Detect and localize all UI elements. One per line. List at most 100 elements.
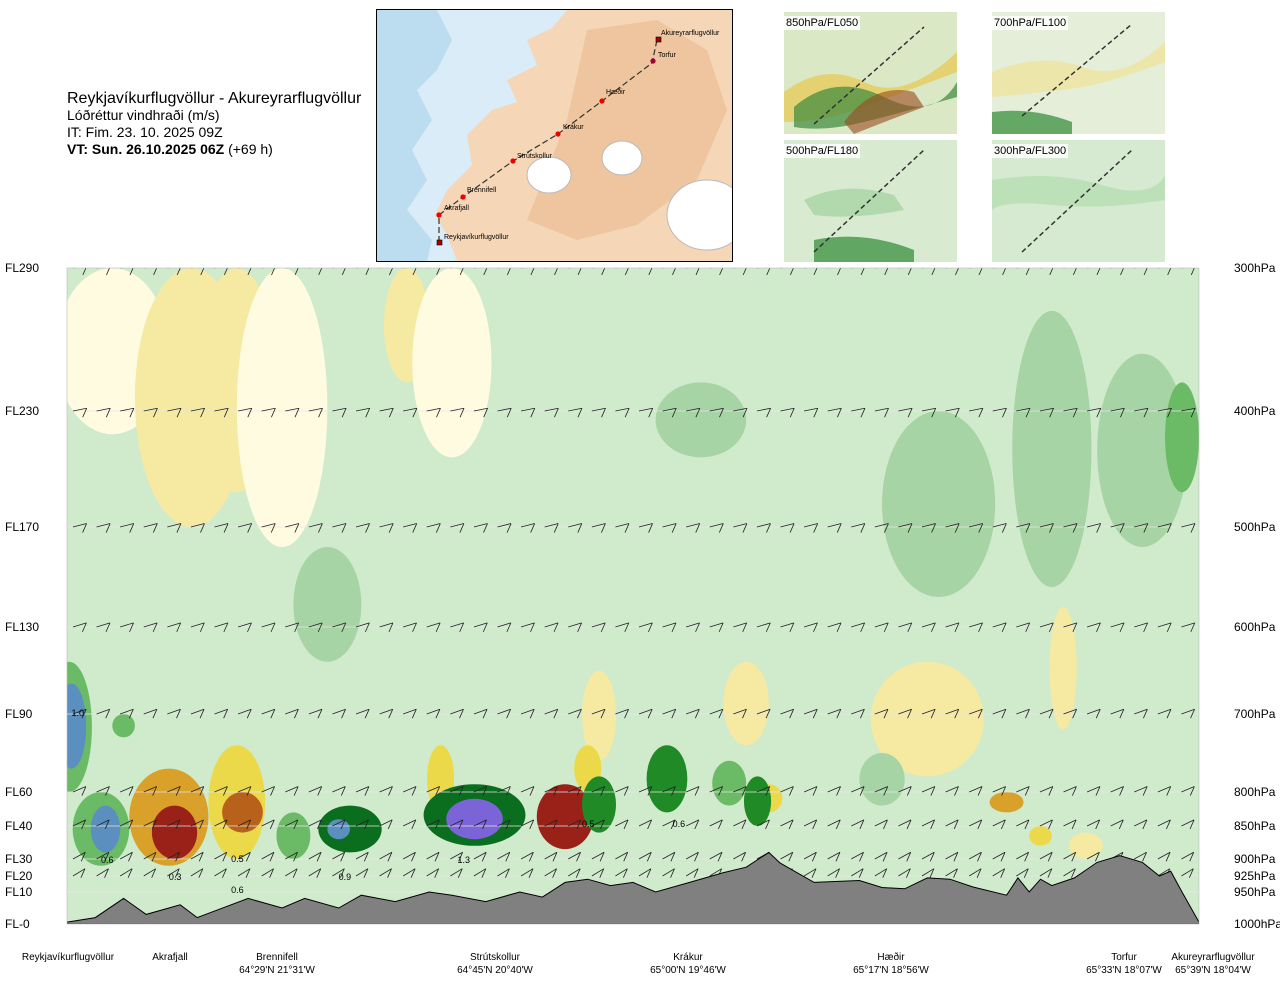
- wind-barb-93: [1134, 407, 1149, 418]
- wind-barb-261: [568, 786, 582, 796]
- wind-barb-355: [520, 851, 534, 862]
- wind-barb-59: [332, 407, 347, 418]
- thumb-300[interactable]: 300hPa/FL300: [992, 140, 1165, 262]
- wind-barb-298: [308, 819, 322, 830]
- wind-barb-39: [992, 268, 1007, 276]
- wind-barb-174: [780, 622, 795, 633]
- map-label-brennifell: Brennifell: [467, 187, 497, 194]
- wind-barb-401: [473, 868, 487, 878]
- thumb-850[interactable]: 850hPa/FL050: [784, 12, 957, 134]
- wind-barb-176: [827, 622, 842, 633]
- wind-barb-130: [874, 523, 889, 533]
- wind-barb-204: [355, 708, 370, 719]
- wind-barb-337: [96, 851, 110, 862]
- wind-barb-363: [709, 851, 723, 862]
- wind-barb-424: [1016, 868, 1029, 878]
- wind-barb-276: [921, 786, 936, 796]
- value-label-1: 0.6: [101, 855, 114, 865]
- x-label-name-7: Akureyrarflugvöllur: [1171, 952, 1255, 963]
- wind-barb-224: [827, 708, 842, 719]
- wind-barb-240: [72, 786, 87, 796]
- wind-barb-97: [96, 523, 111, 533]
- wind-barb-123: [709, 523, 724, 533]
- wind-barb-9: [285, 268, 299, 276]
- wind-barb-172: [733, 622, 748, 633]
- wind-barb-61: [379, 407, 394, 418]
- wind-barb-368: [827, 851, 841, 862]
- wind-barb-331: [1086, 819, 1101, 830]
- wind-barb-217: [662, 708, 677, 719]
- wind-barb-38: [969, 268, 983, 276]
- wind-barb-32: [827, 268, 842, 276]
- wind-barb-169: [662, 622, 677, 633]
- thumb-500[interactable]: 500hPa/FL180: [784, 140, 957, 262]
- wind-barb-45: [1134, 268, 1148, 276]
- wind-barb-69: [568, 407, 583, 418]
- terrain-profile: [67, 851, 1199, 924]
- wind-barb-156: [355, 622, 370, 633]
- wind-barb-256: [450, 786, 464, 796]
- field-blob-18: [112, 714, 135, 738]
- wind-barb-111: [426, 523, 441, 533]
- wind-barb-426: [1063, 868, 1076, 878]
- wind-barb-167: [615, 622, 630, 633]
- wind-barb-269: [756, 786, 771, 796]
- wind-barb-252: [355, 786, 370, 796]
- wind-barb-333: [1134, 819, 1148, 830]
- field-blob-39: [1029, 826, 1052, 846]
- wind-barb-338: [119, 851, 133, 862]
- glacier-1: [526, 156, 572, 194]
- field-blob-6: [882, 411, 996, 597]
- wind-barb-133: [945, 523, 960, 533]
- x-label-name-0: Reykjavíkurflugvöllur: [22, 952, 115, 963]
- thumb-700[interactable]: 700hPa/FL100: [992, 12, 1165, 134]
- wind-barb-180: [921, 622, 936, 633]
- wind-barb-239: [1181, 708, 1195, 719]
- wind-barb-149: [190, 622, 205, 633]
- wind-barb-303: [426, 819, 440, 830]
- wind-barb-138: [1063, 523, 1078, 533]
- wind-barb-54: [214, 407, 229, 418]
- p-label-1000: 1000hPa: [1234, 917, 1280, 931]
- valid-time-main: VT: Sun. 26.10.2025 06Z: [67, 141, 225, 157]
- wind-barb-382: [1157, 851, 1171, 862]
- thumb-850-svg: [784, 12, 957, 134]
- wind-barb-340: [167, 851, 180, 862]
- wind-barb-103: [237, 523, 253, 533]
- marker-haedir: [599, 98, 605, 104]
- wind-barb-293: [190, 819, 204, 830]
- wind-barb-316: [733, 819, 747, 830]
- wind-barb-247: [237, 786, 252, 796]
- wind-barb-36: [922, 268, 936, 276]
- wind-barb-253: [379, 786, 393, 796]
- wind-barb-213: [568, 708, 582, 719]
- wind-barb-185: [1039, 622, 1054, 633]
- value-label-7: 0.5: [582, 819, 595, 829]
- wind-barb-238: [1157, 708, 1172, 719]
- wind-barb-342: [214, 851, 228, 862]
- wind-barb-41: [1039, 268, 1054, 276]
- wind-barb-146: [120, 622, 134, 633]
- wind-barb-281: [1039, 786, 1054, 796]
- wind-barb-51: [143, 407, 158, 418]
- wind-barb-148: [167, 622, 182, 633]
- wind-barb-356: [544, 851, 558, 862]
- wind-barb-287: [1181, 786, 1195, 796]
- wind-barb-67: [521, 407, 536, 418]
- wind-barb-127: [803, 523, 819, 533]
- wind-barb-367: [803, 851, 817, 862]
- field-blob-34: [646, 745, 688, 813]
- wind-barb-82: [874, 407, 889, 418]
- wind-barb-170: [686, 622, 700, 633]
- thumb-300-svg: [992, 140, 1165, 262]
- wind-barb-336: [72, 851, 86, 862]
- marker-reykjavik: [436, 239, 443, 246]
- wind-barb-371: [898, 851, 912, 862]
- marker-akureyri: [655, 36, 662, 43]
- wind-barb-168: [638, 622, 653, 633]
- x-label-name-6: Torfur: [1111, 952, 1137, 963]
- route-line: [438, 39, 658, 242]
- wind-barb-28: [733, 268, 747, 276]
- wind-barb-86: [969, 407, 984, 418]
- wind-barb-354: [497, 851, 511, 862]
